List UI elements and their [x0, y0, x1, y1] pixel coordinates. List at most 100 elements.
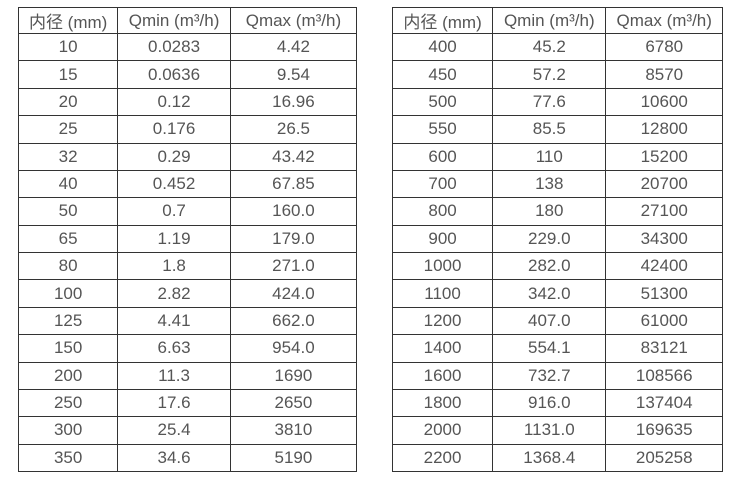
table-cell: 83121	[605, 334, 723, 363]
column-header: Qmax (m³/h)	[229, 7, 358, 34]
table-cell: 2.82	[117, 279, 231, 308]
table-cell: 25.4	[117, 416, 231, 445]
table-row: 1400 554.1 83121	[391, 334, 723, 363]
table-cell: 1.8	[117, 251, 231, 281]
table-cell: 1600	[391, 361, 494, 390]
table-cell: 1368.4	[492, 443, 607, 473]
table-cell: 205258	[605, 443, 723, 473]
table-cell: 0.7	[117, 197, 231, 226]
table-cell: 250	[17, 388, 119, 418]
header-row: 内径 (mm) Qmin (m³/h) Qmax (m³/h)	[391, 7, 723, 34]
table-cell: 550	[391, 115, 494, 144]
table-cell: 9.54	[229, 60, 358, 89]
table-cell: 200	[17, 361, 119, 390]
table-cell: 11.3	[117, 361, 231, 390]
table-row: 150 6.63 954.0	[17, 334, 358, 363]
table-cell: 20	[17, 87, 119, 117]
table-cell: 34300	[605, 224, 723, 254]
table-cell: 500	[391, 87, 494, 117]
table-cell: 3810	[229, 416, 358, 445]
table-cell: 61000	[605, 306, 723, 336]
table-cell: 1800	[391, 388, 494, 418]
column-header: Qmin (m³/h)	[117, 7, 231, 34]
table-cell: 138	[492, 169, 607, 199]
table-cell: 0.176	[117, 115, 231, 144]
table-row: 450 57.2 8570	[391, 60, 723, 89]
table-cell: 67.85	[229, 169, 358, 199]
header-row: 内径 (mm) Qmin (m³/h) Qmax (m³/h)	[17, 7, 358, 34]
column-header: 内径 (mm)	[17, 7, 119, 34]
table-cell: 137404	[605, 388, 723, 418]
table-cell: 954.0	[229, 334, 358, 363]
table-row: 400 45.2 6780	[391, 32, 723, 62]
table-row: 32 0.29 43.42	[17, 142, 358, 171]
table-row: 15 0.0636 9.54	[17, 60, 358, 89]
table-cell: 916.0	[492, 388, 607, 418]
table-cell: 400	[391, 32, 494, 62]
column-header: Qmax (m³/h)	[605, 7, 723, 34]
table-cell: 4.42	[229, 32, 358, 62]
table-cell: 110	[492, 142, 607, 171]
table-row: 800 180 27100	[391, 197, 723, 226]
table-row: 40 0.452 67.85	[17, 169, 358, 199]
table-cell: 800	[391, 197, 494, 226]
table-cell: 20700	[605, 169, 723, 199]
table-cell: 85.5	[492, 115, 607, 144]
table-cell: 10	[17, 32, 119, 62]
table-cell: 0.29	[117, 142, 231, 171]
table-cell: 424.0	[229, 279, 358, 308]
table-cell: 2650	[229, 388, 358, 418]
table-cell: 1100	[391, 279, 494, 308]
table-cell: 1131.0	[492, 416, 607, 445]
table-row: 200 11.3 1690	[17, 361, 358, 390]
table-cell: 160.0	[229, 197, 358, 226]
table-cell: 700	[391, 169, 494, 199]
table-row: 350 34.6 5190	[17, 443, 358, 473]
flow-spec-table-small-diameters: 内径 (mm) Qmin (m³/h) Qmax (m³/h) 10 0.0283 4.4…	[17, 7, 358, 473]
table-row: 50 0.7 160.0	[17, 197, 358, 226]
table-cell: 6780	[605, 32, 723, 62]
table-cell: 45.2	[492, 32, 607, 62]
table-cell: 10600	[605, 87, 723, 117]
table-row: 10 0.0283 4.42	[17, 32, 358, 62]
table-cell: 282.0	[492, 251, 607, 281]
table-cell: 108566	[605, 361, 723, 390]
table-row: 250 17.6 2650	[17, 388, 358, 418]
table-cell: 4.41	[117, 306, 231, 336]
table-cell: 32	[17, 142, 119, 171]
table-row: 2200 1368.4 205258	[391, 443, 723, 473]
table-cell: 6.63	[117, 334, 231, 363]
table-cell: 229.0	[492, 224, 607, 254]
table-cell: 26.5	[229, 115, 358, 144]
table-cell: 179.0	[229, 224, 358, 254]
table-row: 2000 1131.0 169635	[391, 416, 723, 445]
table-row: 25 0.176 26.5	[17, 115, 358, 144]
table-cell: 0.0283	[117, 32, 231, 62]
table-cell: 732.7	[492, 361, 607, 390]
table-row: 80 1.8 271.0	[17, 251, 358, 281]
table-cell: 5190	[229, 443, 358, 473]
table-row: 300 25.4 3810	[17, 416, 358, 445]
table-cell: 1000	[391, 251, 494, 281]
table-cell: 17.6	[117, 388, 231, 418]
table-cell: 125	[17, 306, 119, 336]
table-row: 500 77.6 10600	[391, 87, 723, 117]
table-cell: 169635	[605, 416, 723, 445]
table-cell: 15	[17, 60, 119, 89]
table-row: 1200 407.0 61000	[391, 306, 723, 336]
table-cell: 8570	[605, 60, 723, 89]
table-cell: 34.6	[117, 443, 231, 473]
table-cell: 57.2	[492, 60, 607, 89]
column-header: 内径 (mm)	[391, 7, 494, 34]
table-row: 600 110 15200	[391, 142, 723, 171]
table-row: 1800 916.0 137404	[391, 388, 723, 418]
table-cell: 0.0636	[117, 60, 231, 89]
table-cell: 554.1	[492, 334, 607, 363]
table-cell: 300	[17, 416, 119, 445]
table-row: 20 0.12 16.96	[17, 87, 358, 117]
table-cell: 180	[492, 197, 607, 226]
table-cell: 150	[17, 334, 119, 363]
table-cell: 51300	[605, 279, 723, 308]
table-cell: 77.6	[492, 87, 607, 117]
